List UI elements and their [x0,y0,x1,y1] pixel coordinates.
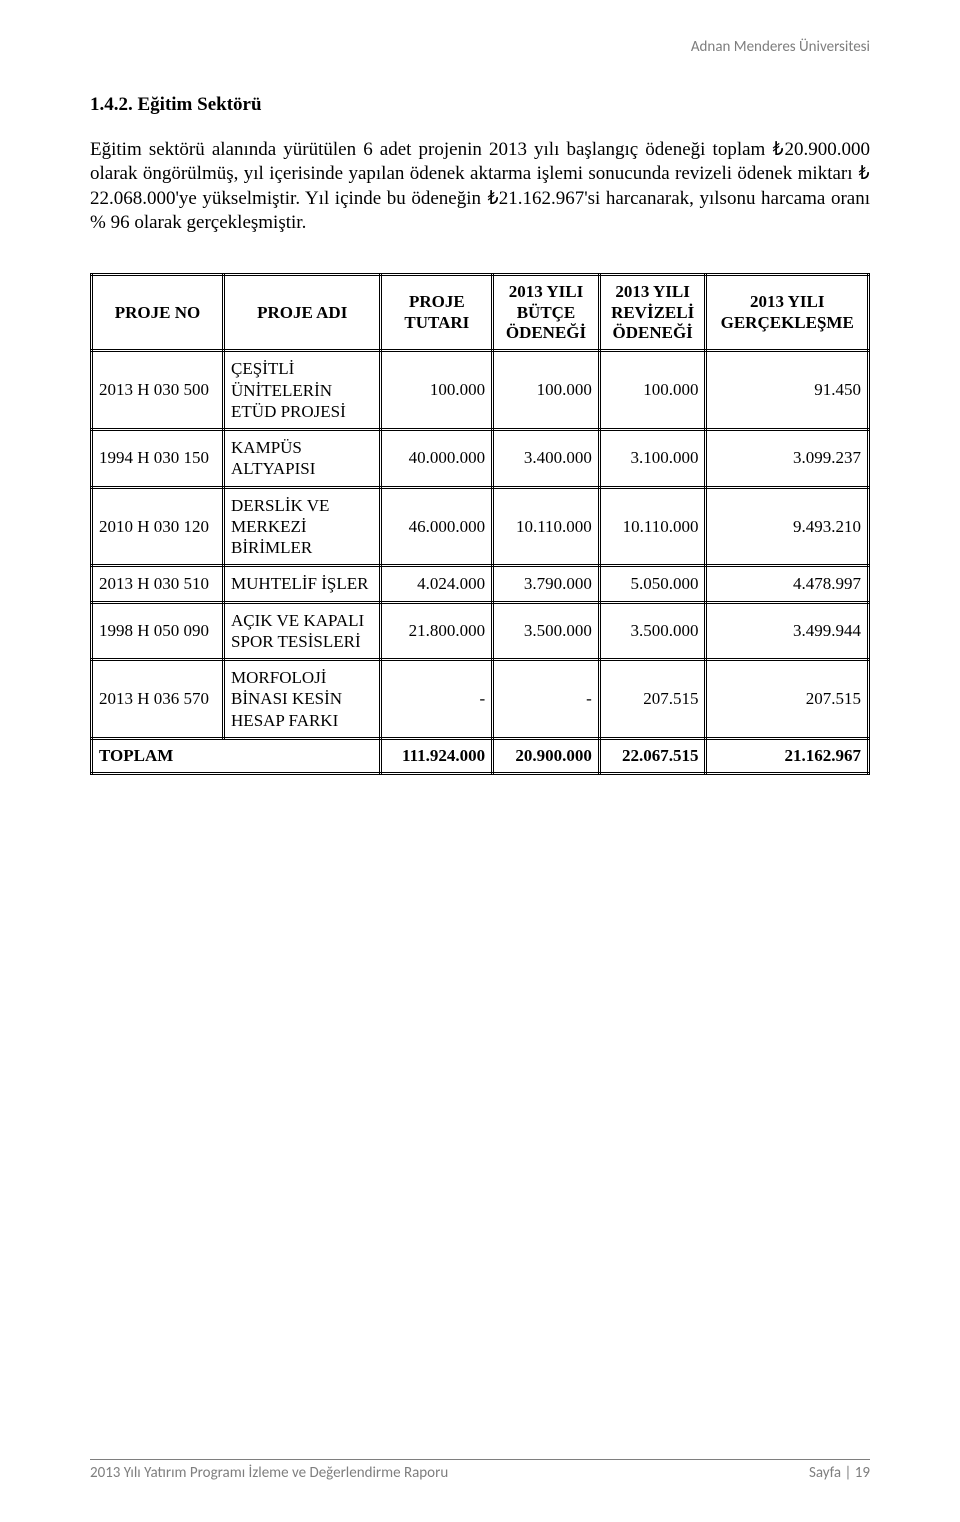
cell-butce: 10.110.000 [493,487,600,566]
cell-revizeli: 3.500.000 [599,602,706,660]
cell-tutar: - [381,660,493,739]
cell-revizeli: 10.110.000 [599,487,706,566]
cell-proje-no: 2013 H 036 570 [92,660,224,739]
tl-symbol: ₺ [487,187,498,211]
cell-gercek: 9.493.210 [706,487,869,566]
cell-tutar: 21.800.000 [381,602,493,660]
cell-gercek: 91.450 [706,351,869,430]
cell-butce: 3.790.000 [493,566,600,602]
cell-proje-no: 2013 H 030 510 [92,566,224,602]
cell-proje-no: 2010 H 030 120 [92,487,224,566]
header-org: Adnan Menderes Üniversitesi [691,38,870,56]
project-table: PROJE NO PROJE ADI PROJE TUTARI 2013 YIL… [90,273,870,775]
cell-proje-adi: DERSLİK VE MERKEZİ BİRİMLER [224,487,381,566]
table-row: 2010 H 030 120 DERSLİK VE MERKEZİ BİRİML… [92,487,869,566]
cell-butce: 3.500.000 [493,602,600,660]
cell-proje-no: 1994 H 030 150 [92,430,224,488]
intro-paragraph: Eğitim sektörü alanında yürütülen 6 adet… [90,138,870,235]
cell-tutar: 4.024.000 [381,566,493,602]
cell-revizeli: 5.050.000 [599,566,706,602]
cell-butce: 3.400.000 [493,430,600,488]
footer-left: 2013 Yılı Yatırım Programı İzleme ve Değ… [90,1464,448,1482]
th-line: ÖDENEĞİ [612,323,692,342]
para-amount-3: 21.162.967 [499,188,585,209]
cell-proje-adi: KAMPÜS ALTYAPISI [224,430,381,488]
cell-proje-no: 2013 H 030 500 [92,351,224,430]
cell-revizeli: 207.515 [599,660,706,739]
cell-tutar: 40.000.000 [381,430,493,488]
table-header-row: PROJE NO PROJE ADI PROJE TUTARI 2013 YIL… [92,275,869,351]
th-line: GERÇEKLEŞME [721,313,854,332]
th-line: 2013 YILI [750,292,824,311]
para-amount-2: 22.068.000 [90,188,176,209]
cell-butce: 100.000 [493,351,600,430]
para-text: 'ye yükselmiştir. Yıl içinde bu ödeneğin [176,188,487,209]
table-row: 2013 H 036 570 MORFOLOJİ BİNASI KESİN HE… [92,660,869,739]
cell-total-gercek: 21.162.967 [706,738,869,773]
cell-gercek: 4.478.997 [706,566,869,602]
para-text: Eğitim sektörü alanında yürütülen 6 adet… [90,139,772,160]
cell-total-revizeli: 22.067.515 [599,738,706,773]
th-revizeli: 2013 YILI REVİZELİ ÖDENEĞİ [599,275,706,351]
cell-revizeli: 3.100.000 [599,430,706,488]
table-total-row: TOPLAM 111.924.000 20.900.000 22.067.515… [92,738,869,773]
page: Adnan Menderes Üniversitesi 1.4.2. Eğiti… [0,0,960,1522]
cell-proje-no: 1998 H 050 090 [92,602,224,660]
para-text: olarak öngörülmüş, yıl içerisinde yapıla… [90,163,858,184]
th-proje-tutari: PROJE TUTARI [381,275,493,351]
cell-gercek: 3.099.237 [706,430,869,488]
tl-symbol: ₺ [773,138,784,162]
page-footer: 2013 Yılı Yatırım Programı İzleme ve Değ… [90,1459,870,1482]
cell-gercek: 207.515 [706,660,869,739]
tl-symbol: ₺ [859,162,870,186]
th-proje-no: PROJE NO [92,275,224,351]
cell-proje-adi: MORFOLOJİ BİNASI KESİN HESAP FARKI [224,660,381,739]
table-row: 1994 H 030 150 KAMPÜS ALTYAPISI 40.000.0… [92,430,869,488]
th-proje-adi: PROJE ADI [224,275,381,351]
cell-revizeli: 100.000 [599,351,706,430]
cell-tutar: 46.000.000 [381,487,493,566]
table-row: 2013 H 030 510 MUHTELİF İŞLER 4.024.000 … [92,566,869,602]
cell-total-label: TOPLAM [92,738,381,773]
cell-total-tutar: 111.924.000 [381,738,493,773]
cell-proje-adi: ÇEŞİTLİ ÜNİTELERİN ETÜD PROJESİ [224,351,381,430]
footer-right: Sayfa | 19 [809,1464,870,1482]
cell-butce: - [493,660,600,739]
section-title: 1.4.2. Eğitim Sektörü [90,94,870,116]
th-line: PROJE TUTARI [404,292,469,331]
cell-proje-adi: MUHTELİF İŞLER [224,566,381,602]
th-line: ÖDENEĞİ [506,323,586,342]
cell-tutar: 100.000 [381,351,493,430]
th-line: 2013 YILI [509,282,583,301]
th-line: 2013 YILI [615,282,689,301]
th-butce: 2013 YILI BÜTÇE ÖDENEĞİ [493,275,600,351]
cell-gercek: 3.499.944 [706,602,869,660]
cell-proje-adi: AÇIK VE KAPALI SPOR TESİSLERİ [224,602,381,660]
cell-total-butce: 20.900.000 [493,738,600,773]
th-gerceklesme: 2013 YILI GERÇEKLEŞME [706,275,869,351]
table-row: 2013 H 030 500 ÇEŞİTLİ ÜNİTELERİN ETÜD P… [92,351,869,430]
th-line: BÜTÇE [517,303,576,322]
table-row: 1998 H 050 090 AÇIK VE KAPALI SPOR TESİS… [92,602,869,660]
para-amount-1: 20.900.000 [785,139,871,160]
th-line: REVİZELİ [611,303,694,322]
